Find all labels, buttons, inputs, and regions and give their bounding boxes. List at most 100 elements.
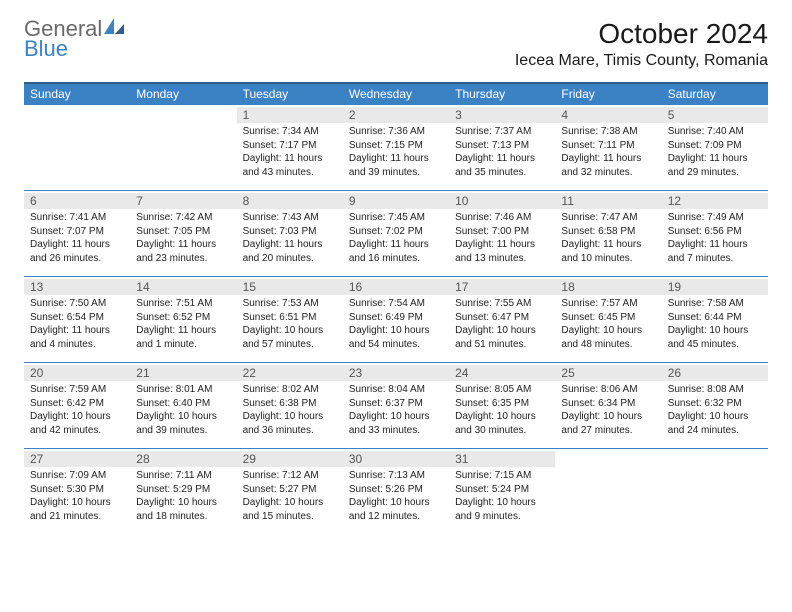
daylight-text: Daylight: 11 hours and 16 minutes. bbox=[349, 238, 443, 265]
day-info: Sunrise: 7:15 AMSunset: 5:24 PMDaylight:… bbox=[455, 469, 549, 523]
day-number: 25 bbox=[555, 365, 661, 381]
sunrise-text: Sunrise: 8:04 AM bbox=[349, 383, 443, 397]
day-header: Saturday bbox=[662, 83, 768, 105]
calendar-cell: 8Sunrise: 7:43 AMSunset: 7:03 PMDaylight… bbox=[237, 191, 343, 277]
calendar-cell: 11Sunrise: 7:47 AMSunset: 6:58 PMDayligh… bbox=[555, 191, 661, 277]
calendar-week-row: 27Sunrise: 7:09 AMSunset: 5:30 PMDayligh… bbox=[24, 449, 768, 535]
day-info: Sunrise: 8:05 AMSunset: 6:35 PMDaylight:… bbox=[455, 383, 549, 437]
day-number: 11 bbox=[555, 193, 661, 209]
day-info: Sunrise: 7:37 AMSunset: 7:13 PMDaylight:… bbox=[455, 125, 549, 179]
day-info: Sunrise: 7:12 AMSunset: 5:27 PMDaylight:… bbox=[243, 469, 337, 523]
day-info: Sunrise: 8:02 AMSunset: 6:38 PMDaylight:… bbox=[243, 383, 337, 437]
day-number: 1 bbox=[237, 107, 343, 123]
day-number: 23 bbox=[343, 365, 449, 381]
sunrise-text: Sunrise: 7:37 AM bbox=[455, 125, 549, 139]
day-number: 29 bbox=[237, 451, 343, 467]
daylight-text: Daylight: 11 hours and 13 minutes. bbox=[455, 238, 549, 265]
calendar-cell: 28Sunrise: 7:11 AMSunset: 5:29 PMDayligh… bbox=[130, 449, 236, 535]
day-number: 22 bbox=[237, 365, 343, 381]
daylight-text: Daylight: 10 hours and 39 minutes. bbox=[136, 410, 230, 437]
day-info: Sunrise: 8:04 AMSunset: 6:37 PMDaylight:… bbox=[349, 383, 443, 437]
brand-word2: Blue bbox=[24, 38, 126, 60]
sunrise-text: Sunrise: 7:51 AM bbox=[136, 297, 230, 311]
day-number: 3 bbox=[449, 107, 555, 123]
sunrise-text: Sunrise: 7:59 AM bbox=[30, 383, 124, 397]
day-number: 21 bbox=[130, 365, 236, 381]
daylight-text: Daylight: 10 hours and 51 minutes. bbox=[455, 324, 549, 351]
sunset-text: Sunset: 6:45 PM bbox=[561, 311, 655, 325]
sunset-text: Sunset: 6:49 PM bbox=[349, 311, 443, 325]
sunset-text: Sunset: 7:11 PM bbox=[561, 139, 655, 153]
header-row: General Blue October 2024 Iecea Mare, Ti… bbox=[24, 18, 768, 70]
calendar-cell: 10 Sunrise: 7:46 AMSunset: 7:00 PMDayligh… bbox=[449, 191, 555, 277]
day-number: 9 bbox=[343, 193, 449, 209]
calendar-cell: 18Sunrise: 7:57 AMSunset: 6:45 PMDayligh… bbox=[555, 277, 661, 363]
sunrise-text: Sunrise: 8:02 AM bbox=[243, 383, 337, 397]
sunrise-text: Sunrise: 7:34 AM bbox=[243, 125, 337, 139]
day-info: Sunrise: 7:34 AMSunset: 7:17 PMDaylight:… bbox=[243, 125, 337, 179]
sunset-text: Sunset: 6:32 PM bbox=[668, 397, 762, 411]
day-info: Sunrise: 7:50 AMSunset: 6:54 PMDaylight:… bbox=[30, 297, 124, 351]
daylight-text: Daylight: 10 hours and 24 minutes. bbox=[668, 410, 762, 437]
day-info: Sunrise: 8:08 AMSunset: 6:32 PMDaylight:… bbox=[668, 383, 762, 437]
daylight-text: Daylight: 10 hours and 48 minutes. bbox=[561, 324, 655, 351]
day-number: 4 bbox=[555, 107, 661, 123]
calendar-cell: 30Sunrise: 7:13 AMSunset: 5:26 PMDayligh… bbox=[343, 449, 449, 535]
day-info: Sunrise: 7:54 AMSunset: 6:49 PMDaylight:… bbox=[349, 297, 443, 351]
day-number: 8 bbox=[237, 193, 343, 209]
calendar-cell: 2Sunrise: 7:36 AMSunset: 7:15 PMDaylight… bbox=[343, 105, 449, 191]
daylight-text: Daylight: 10 hours and 15 minutes. bbox=[243, 496, 337, 523]
daylight-text: Daylight: 10 hours and 9 minutes. bbox=[455, 496, 549, 523]
day-number: 18 bbox=[555, 279, 661, 295]
sunrise-text: Sunrise: 7:38 AM bbox=[561, 125, 655, 139]
calendar-cell: 14Sunrise: 7:51 AMSunset: 6:52 PMDayligh… bbox=[130, 277, 236, 363]
sunrise-text: Sunrise: 7:58 AM bbox=[668, 297, 762, 311]
daylight-text: Daylight: 10 hours and 12 minutes. bbox=[349, 496, 443, 523]
sunrise-text: Sunrise: 7:15 AM bbox=[455, 469, 549, 483]
daylight-text: Daylight: 11 hours and 4 minutes. bbox=[30, 324, 124, 351]
sunset-text: Sunset: 6:35 PM bbox=[455, 397, 549, 411]
sunrise-text: Sunrise: 7:54 AM bbox=[349, 297, 443, 311]
day-info: Sunrise: 7:13 AMSunset: 5:26 PMDaylight:… bbox=[349, 469, 443, 523]
sunset-text: Sunset: 6:40 PM bbox=[136, 397, 230, 411]
day-number: 10 bbox=[449, 193, 555, 209]
calendar-cell: 25Sunrise: 8:06 AMSunset: 6:34 PMDayligh… bbox=[555, 363, 661, 449]
brand-logo: General Blue bbox=[24, 18, 126, 60]
month-title: October 2024 bbox=[515, 18, 768, 50]
sunrise-text: Sunrise: 8:08 AM bbox=[668, 383, 762, 397]
sunset-text: Sunset: 7:13 PM bbox=[455, 139, 549, 153]
daylight-text: Daylight: 11 hours and 32 minutes. bbox=[561, 152, 655, 179]
sunset-text: Sunset: 6:54 PM bbox=[30, 311, 124, 325]
day-number: 2 bbox=[343, 107, 449, 123]
sunset-text: Sunset: 6:52 PM bbox=[136, 311, 230, 325]
day-info: Sunrise: 7:58 AMSunset: 6:44 PMDaylight:… bbox=[668, 297, 762, 351]
day-info: Sunrise: 7:38 AMSunset: 7:11 PMDaylight:… bbox=[561, 125, 655, 179]
daylight-text: Daylight: 11 hours and 20 minutes. bbox=[243, 238, 337, 265]
calendar-cell: 7Sunrise: 7:42 AMSunset: 7:05 PMDaylight… bbox=[130, 191, 236, 277]
day-number: 15 bbox=[237, 279, 343, 295]
calendar-cell: 6Sunrise: 7:41 AMSunset: 7:07 PMDaylight… bbox=[24, 191, 130, 277]
sunset-text: Sunset: 5:24 PM bbox=[455, 483, 549, 497]
daylight-text: Daylight: 10 hours and 54 minutes. bbox=[349, 324, 443, 351]
calendar-cell: 13Sunrise: 7:50 AMSunset: 6:54 PMDayligh… bbox=[24, 277, 130, 363]
calendar-cell: 15Sunrise: 7:53 AMSunset: 6:51 PMDayligh… bbox=[237, 277, 343, 363]
location-text: Iecea Mare, Timis County, Romania bbox=[515, 52, 768, 70]
sunrise-text: Sunrise: 7:43 AM bbox=[243, 211, 337, 225]
calendar-week-row: 13Sunrise: 7:50 AMSunset: 6:54 PMDayligh… bbox=[24, 277, 768, 363]
sunset-text: Sunset: 7:17 PM bbox=[243, 139, 337, 153]
daylight-text: Daylight: 10 hours and 36 minutes. bbox=[243, 410, 337, 437]
calendar-cell: 21Sunrise: 8:01 AMSunset: 6:40 PMDayligh… bbox=[130, 363, 236, 449]
sunset-text: Sunset: 6:56 PM bbox=[668, 225, 762, 239]
daylight-text: Daylight: 11 hours and 7 minutes. bbox=[668, 238, 762, 265]
sunset-text: Sunset: 7:00 PM bbox=[455, 225, 549, 239]
day-header: Thursday bbox=[449, 83, 555, 105]
sunrise-text: Sunrise: 7:09 AM bbox=[30, 469, 124, 483]
calendar-cell: 22 Sunrise: 8:02 AMSunset: 6:38 PMDayligh… bbox=[237, 363, 343, 449]
day-header: Friday bbox=[555, 83, 661, 105]
sunset-text: Sunset: 7:07 PM bbox=[30, 225, 124, 239]
sunrise-text: Sunrise: 7:46 AM bbox=[455, 211, 549, 225]
day-info: Sunrise: 7:55 AMSunset: 6:47 PMDaylight:… bbox=[455, 297, 549, 351]
daylight-text: Daylight: 10 hours and 45 minutes. bbox=[668, 324, 762, 351]
sunset-text: Sunset: 5:29 PM bbox=[136, 483, 230, 497]
day-number: 31 bbox=[449, 451, 555, 467]
